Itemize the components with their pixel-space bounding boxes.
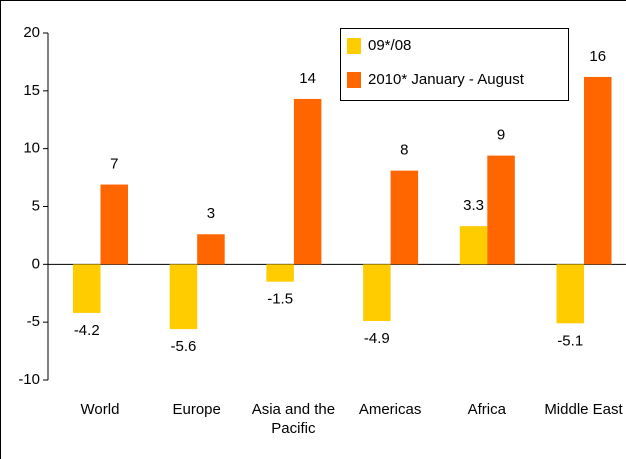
y-tick-label: -5 (27, 313, 40, 330)
legend-box (340, 28, 569, 101)
bar (197, 234, 225, 265)
y-tick-label: 20 (23, 24, 40, 41)
y-tick-label: 0 (32, 255, 40, 272)
legend-label: 2010* January - August (368, 71, 525, 88)
data-label: 7 (110, 155, 118, 172)
x-tick-label: Europe (172, 401, 221, 418)
x-tick-label: World (80, 401, 120, 418)
legend-swatch (347, 38, 361, 54)
x-tick-label: Americas (358, 401, 422, 418)
data-label: 16 (589, 48, 606, 65)
y-tick-label: 15 (23, 82, 40, 99)
bar (73, 264, 101, 313)
data-label: -1.5 (267, 291, 293, 308)
bar (100, 184, 128, 265)
bar (459, 226, 488, 265)
bar (390, 170, 419, 265)
bar (556, 264, 584, 324)
bar (169, 264, 198, 330)
data-label: 14 (299, 70, 316, 87)
x-tick-label: Africa (467, 401, 506, 418)
data-label: 8 (400, 142, 408, 159)
bar (487, 155, 515, 265)
y-tick-label: 5 (32, 197, 40, 214)
x-tick-label: Middle East (544, 401, 623, 418)
y-tick-label: -10 (18, 371, 40, 388)
data-label: 9 (497, 127, 505, 144)
data-label: 3.3 (463, 197, 484, 214)
data-label: 3 (207, 205, 215, 222)
data-label: -5.6 (171, 338, 197, 355)
bar (363, 264, 391, 322)
data-label: -5.1 (557, 332, 583, 349)
legend-swatch (347, 72, 361, 88)
legend-label: 09*/08 (368, 37, 411, 54)
bar (293, 98, 322, 265)
data-label: -4.2 (74, 322, 100, 339)
x-tick-label: Asia and the Pacific (251, 401, 336, 437)
bar (266, 264, 294, 282)
data-label: -4.9 (364, 330, 390, 347)
bar (584, 76, 612, 265)
y-tick-label: 10 (23, 140, 40, 157)
